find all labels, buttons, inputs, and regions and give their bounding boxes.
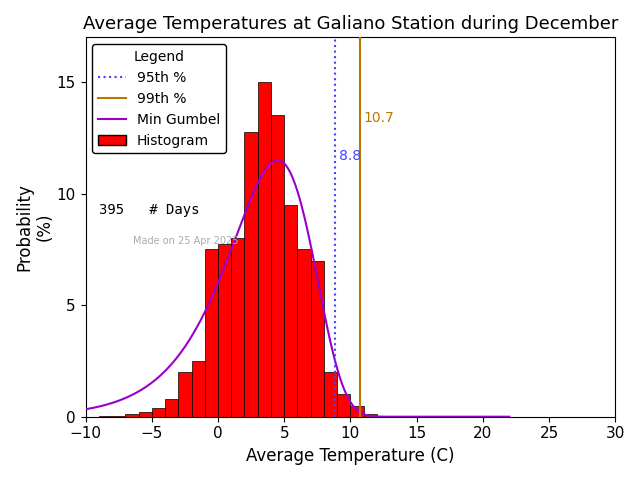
Bar <box>351 406 364 417</box>
Bar <box>205 249 218 417</box>
Bar <box>191 361 205 417</box>
Bar <box>284 204 298 417</box>
Y-axis label: Probability
(%): Probability (%) <box>15 183 54 271</box>
Bar <box>271 116 284 417</box>
Bar <box>337 395 351 417</box>
Bar <box>258 82 271 417</box>
Bar <box>165 399 179 417</box>
Bar <box>310 261 324 417</box>
Text: 395   # Days: 395 # Days <box>99 203 199 217</box>
Bar <box>298 249 310 417</box>
Bar <box>390 416 403 417</box>
Bar <box>112 416 125 417</box>
Bar <box>364 415 377 417</box>
Bar <box>231 238 244 417</box>
Bar <box>138 412 152 417</box>
Bar <box>152 408 165 417</box>
Bar <box>324 372 337 417</box>
Bar <box>377 416 390 417</box>
Bar <box>179 372 191 417</box>
Legend: 95th %, 99th %, Min Gumbel, Histogram: 95th %, 99th %, Min Gumbel, Histogram <box>93 44 226 153</box>
Title: Average Temperatures at Galiano Station during December: Average Temperatures at Galiano Station … <box>83 15 618 33</box>
Bar <box>125 415 138 417</box>
Text: Made on 25 Apr 2025: Made on 25 Apr 2025 <box>133 236 239 246</box>
Bar <box>244 132 258 417</box>
Text: 10.7: 10.7 <box>364 111 394 125</box>
Text: 8.8: 8.8 <box>339 149 360 163</box>
Bar <box>99 416 112 417</box>
Bar <box>218 244 231 417</box>
X-axis label: Average Temperature (C): Average Temperature (C) <box>246 447 454 465</box>
